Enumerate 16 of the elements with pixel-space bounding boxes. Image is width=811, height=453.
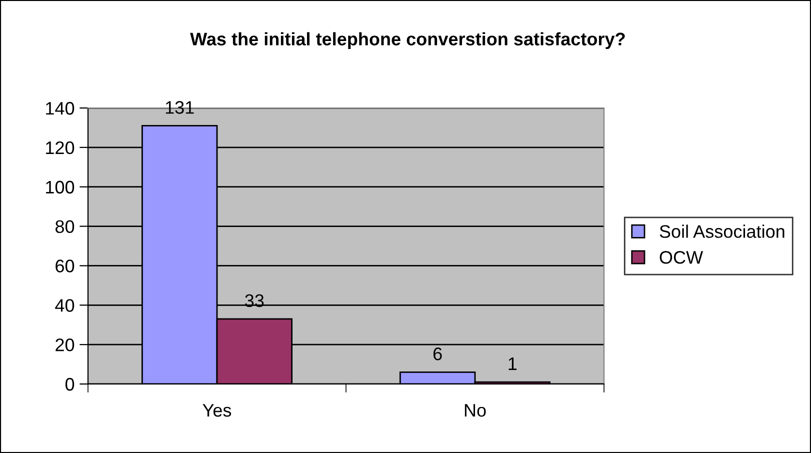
y-tick-label: 60: [56, 260, 74, 272]
chart-title: Was the initial telephone converstion satisfactory?: [190, 32, 625, 50]
y-tick-label: 40: [55, 299, 74, 312]
legend-label: Soil Association: [660, 224, 784, 238]
data-label: 131: [166, 101, 194, 114]
y-tick-label: 100: [46, 180, 74, 194]
x-tick-label: Yes: [202, 404, 232, 417]
y-tick-label: 140: [46, 102, 74, 115]
y-tick-label: 20: [56, 338, 74, 352]
data-label: 1: [508, 358, 517, 370]
legend-label: OCW: [660, 250, 704, 264]
x-tick-label: No: [464, 404, 486, 417]
y-tick-label: 80: [56, 220, 74, 234]
y-tick-label: 120: [46, 141, 74, 154]
data-label: 6: [433, 347, 442, 360]
y-tick-label: 0: [65, 378, 74, 391]
